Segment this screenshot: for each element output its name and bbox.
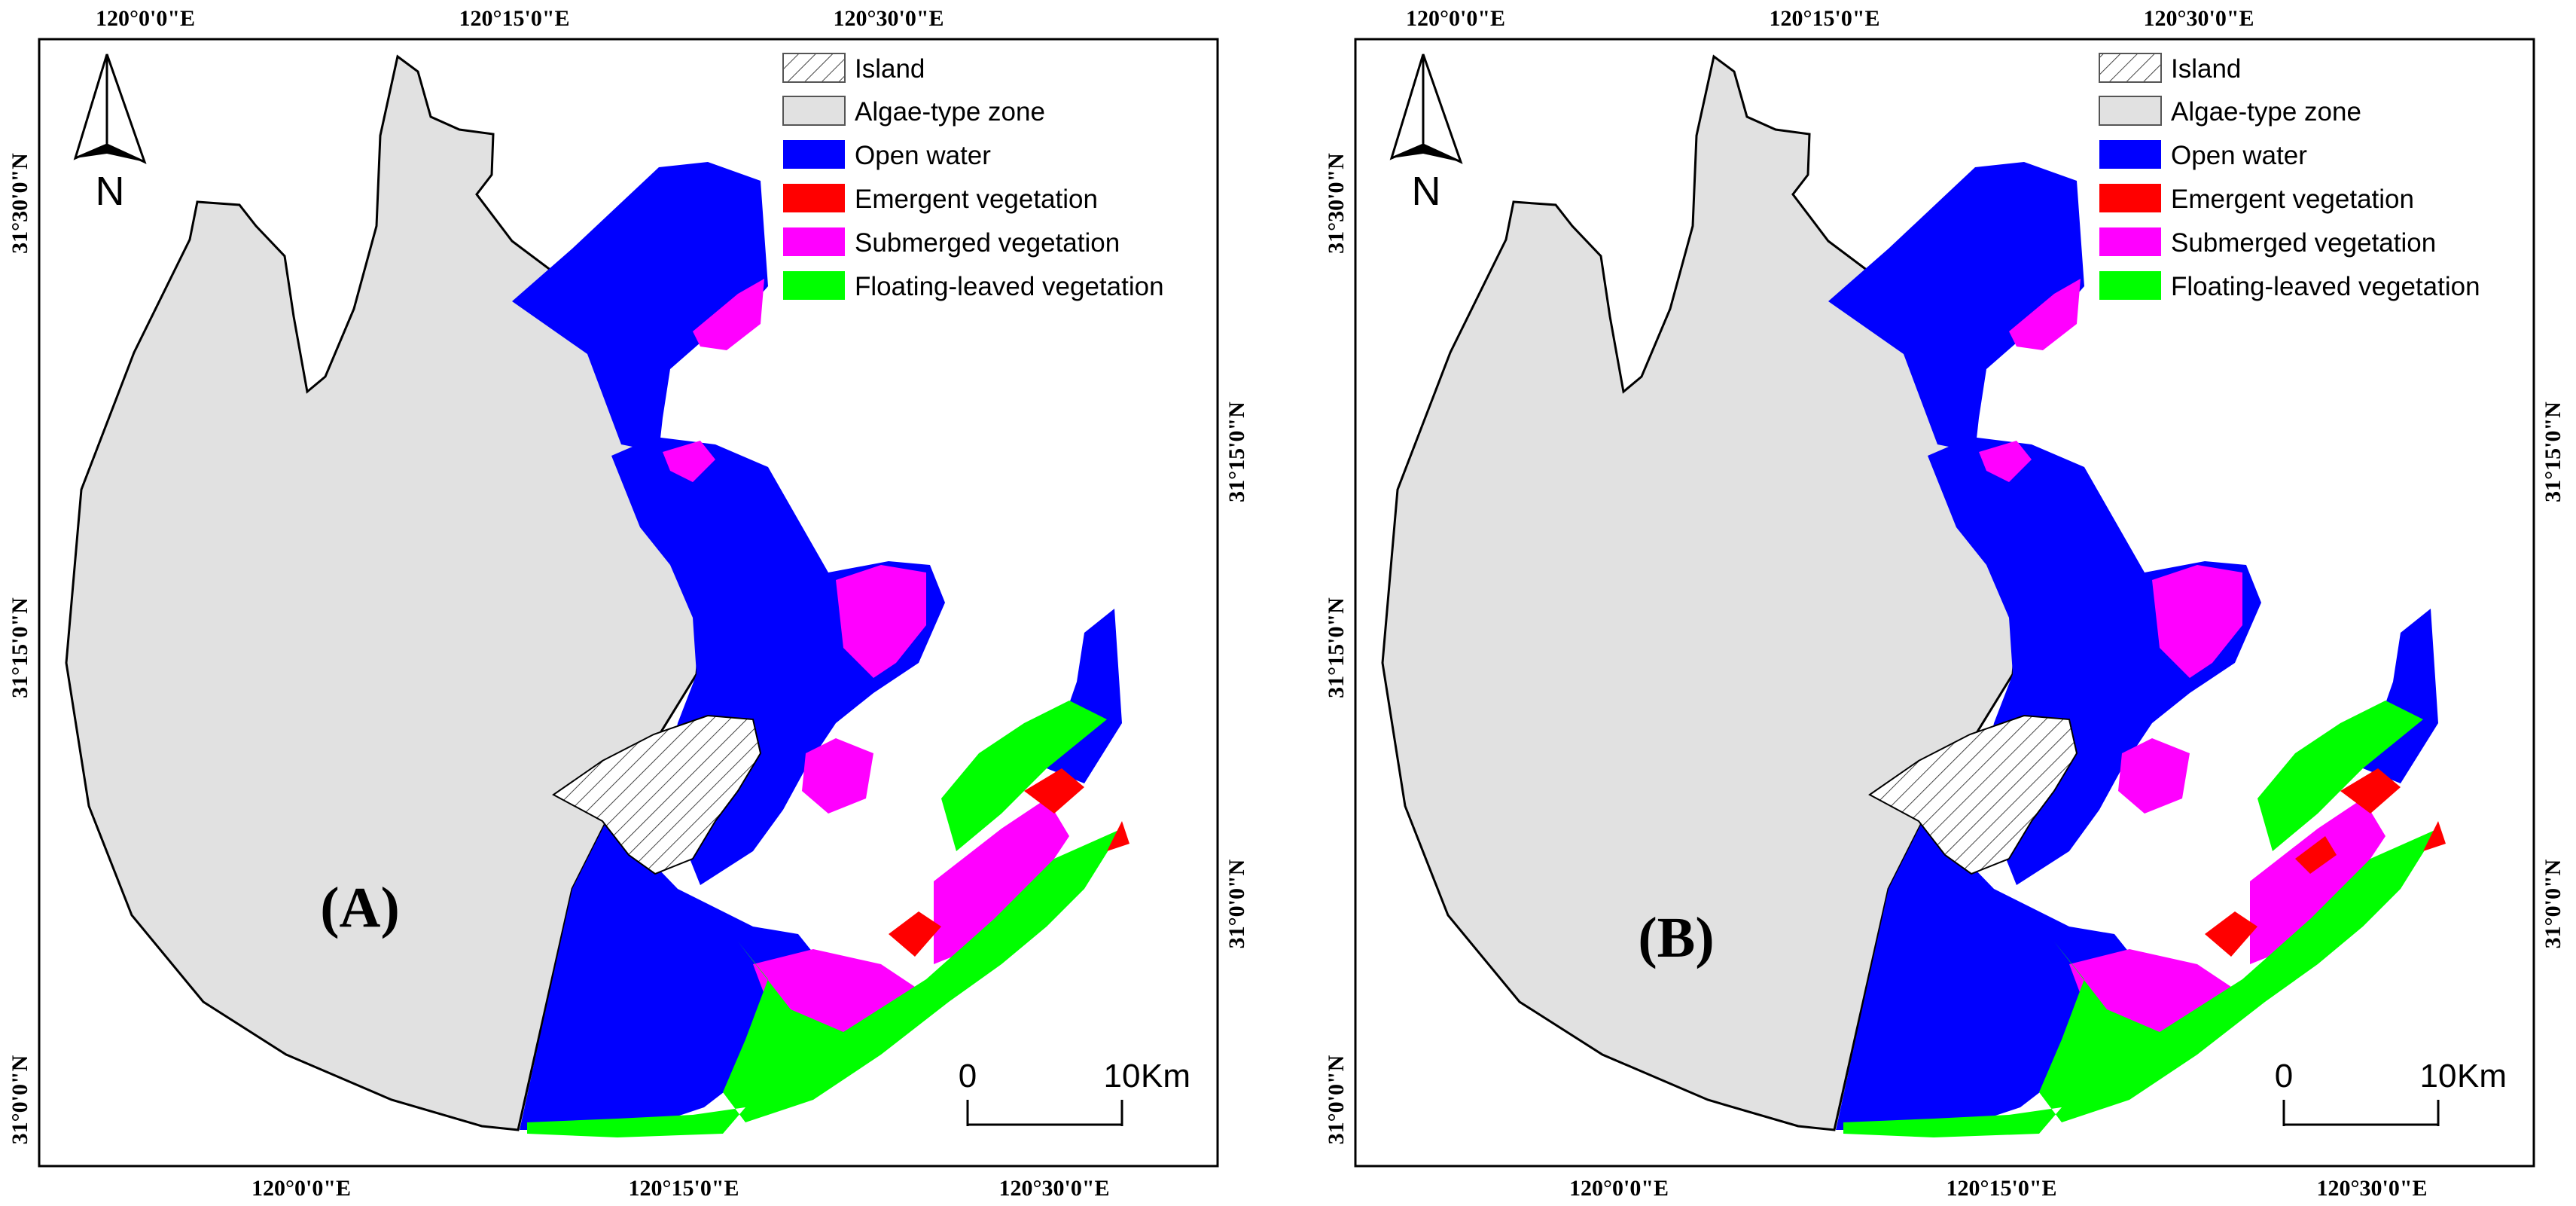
submerged-vegetation [663,279,1069,1040]
legend-swatch-open-water [783,140,845,169]
floating-leaved-vegetation [1843,701,2438,1137]
right-axis-label: 31°0'0"N [2541,859,2565,948]
svg-text:(A): (A) [320,876,400,939]
scale-bar: 0 10 Km [959,1058,1190,1126]
panel-label-open: ( [1638,906,1657,969]
north-letter: N [96,169,125,214]
scale-end: 10 [2420,1058,2457,1095]
legend-label-emergent-vegetation: Emergent vegetation [2171,185,2414,214]
island [1868,714,2078,875]
legend-label-emergent-vegetation: Emergent vegetation [855,185,1098,214]
map-canvas-b: 120°0'0"E 120°15'0"E 120°30'0"E 120°0'0"… [1324,6,2565,1201]
top-axis-label: 120°15'0"E [459,6,570,31]
legend-label-submerged-vegetation: Submerged vegetation [855,228,1120,258]
bottom-axis-label: 120°15'0"E [1946,1176,2057,1201]
floating-leaved-vegetation [527,701,1122,1137]
legend-swatch-algae-type-zone [2099,96,2162,126]
legend-label-algae-type-zone: Algae-type zone [855,97,1045,127]
island [552,714,762,875]
panel-label-close: ) [380,876,399,939]
legend-label-island: Island [855,54,925,84]
map-frame [38,38,1219,1168]
top-axis-label: 120°0'0"E [1406,6,1505,31]
legend-swatch-algae-type-zone [782,96,846,126]
scale-start: 0 [959,1058,977,1095]
left-axis-label: 31°0'0"N [8,1055,32,1144]
panel-label-letter: B [1657,906,1696,969]
map-panel-b: 120°0'0"E 120°15'0"E 120°30'0"E 120°0'0"… [1288,0,2575,1206]
svg-text:(B): (B) [1638,906,1714,969]
top-axis-label: 120°30'0"E [2144,6,2254,31]
bottom-axis-label: 120°30'0"E [999,1176,1110,1201]
panel-label: (A) [320,876,400,939]
legend-swatch-floating-leaved-vegetation [2099,271,2161,300]
panel-label-close: ) [1695,906,1714,969]
legend-swatch-emergent-vegetation [783,184,845,212]
bottom-axis-label: 120°0'0"E [252,1176,351,1201]
left-axis-label: 31°15'0"N [8,597,32,698]
map-canvas-a: 120°0'0"E 120°15'0"E 120°30'0"E 120°0'0"… [8,6,1249,1201]
bottom-axis-label: 120°0'0"E [1569,1176,1669,1201]
legend-swatch-island [2099,53,2162,83]
bottom-axis-label: 120°30'0"E [2317,1176,2428,1201]
left-axis-label: 31°30'0"N [1324,153,1349,254]
north-letter: N [1412,169,1441,214]
legend-label-open-water: Open water [855,141,991,170]
north-arrow-icon: N [1389,53,1463,214]
legend: Island Algae-type zone Open water Emerge… [782,53,1164,301]
submerged-vegetation [1979,279,2385,1040]
legend-label-open-water: Open water [2171,141,2307,170]
panel-label-letter: A [340,876,381,939]
scale-end: 10 [1104,1058,1141,1095]
bottom-axis-label: 120°15'0"E [629,1176,739,1201]
scale-unit: Km [1141,1058,1190,1095]
open-water-north [1828,162,2084,452]
algae-type-zone [65,54,706,1131]
emergent-vegetation [889,768,1129,957]
left-axis-label: 31°30'0"N [8,153,32,254]
top-axis-label: 120°15'0"E [1770,6,1880,31]
algae-type-zone [1381,54,2022,1131]
top-axis-label: 120°0'0"E [96,6,195,31]
right-axis-label: 31°15'0"N [2541,401,2565,502]
emergent-vegetation [2205,768,2446,957]
legend-swatch-open-water [2099,140,2161,169]
map-panel-a: 120°0'0"E 120°15'0"E 120°30'0"E 120°0'0"… [8,6,1249,1201]
legend-swatch-submerged-vegetation [783,227,845,256]
legend-swatch-emergent-vegetation [2099,184,2161,212]
north-arrow-icon: N [73,53,147,214]
legend-swatch-submerged-vegetation [2099,227,2161,256]
scale-unit: Km [2457,1058,2507,1095]
legend-label-floating-leaved-vegetation: Floating-leaved vegetation [855,272,1164,301]
left-axis-label: 31°15'0"N [1324,597,1349,698]
legend-swatch-island [782,53,846,83]
scale-start: 0 [2275,1058,2293,1095]
legend-label-floating-leaved-vegetation: Floating-leaved vegetation [2171,272,2480,301]
legend-swatch-floating-leaved-vegetation [783,271,845,300]
panel-label-open: ( [320,876,339,939]
legend-label-algae-type-zone: Algae-type zone [2171,97,2361,127]
legend-label-island: Island [2171,54,2241,84]
left-axis-label: 31°0'0"N [1324,1055,1349,1144]
panel-label: (B) [1638,906,1714,969]
legend-label-submerged-vegetation: Submerged vegetation [2171,228,2436,258]
legend: Island Algae-type zone Open water Emerge… [2099,53,2480,301]
map-frame [1354,38,2535,1168]
scale-bar: 0 10 Km [2275,1058,2507,1126]
top-axis-label: 120°30'0"E [834,6,944,31]
right-axis-label: 31°0'0"N [1224,859,1249,948]
right-axis-label: 31°15'0"N [1224,401,1249,502]
open-water-north [512,162,768,452]
